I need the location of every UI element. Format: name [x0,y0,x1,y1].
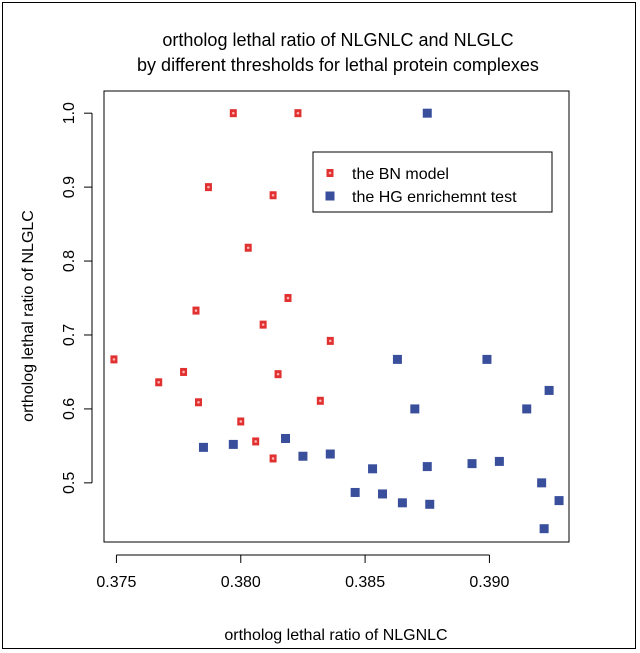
data-point-dot [261,323,265,326]
data-point-dot [296,111,300,115]
y-tick-label: 0.6 [61,398,78,420]
legend-marker-dot [328,171,332,175]
y-axis-label: ortholog lethal ratio of NLGLC [20,210,37,422]
y-tick-label: 0.9 [61,176,78,198]
data-point-dot [254,440,257,443]
series-bn-model [110,109,334,463]
data-point [298,451,308,461]
data-point [544,385,554,395]
data-point-dot [157,381,161,384]
data-point-dot [239,420,243,423]
data-point-dot [271,457,275,460]
chart-title-line-1: ortholog lethal ratio of NLGNLC and NLGL… [162,30,513,50]
data-points [110,108,564,534]
data-point [198,442,208,452]
series-hg-enrichment [198,108,564,534]
data-point [537,478,547,488]
data-point [397,498,407,508]
data-point [368,464,378,474]
data-point [392,354,402,364]
data-point [554,496,564,506]
data-point-dot [194,309,198,312]
data-point [522,404,532,414]
x-tick-label: 0.390 [469,574,509,591]
data-point [281,433,291,443]
data-point-dot [286,296,290,300]
data-point [539,524,549,534]
x-axis-label: ortholog lethal ratio of NLGNLC [224,627,447,644]
data-point [378,489,388,499]
x-tick-label: 0.380 [221,574,261,591]
y-tick-label: 0.5 [61,472,78,494]
data-point [422,462,432,472]
chart-title-line-2: by different thresholds for lethal prote… [137,55,539,75]
data-point [410,404,420,414]
x-tick-label: 0.385 [345,574,385,591]
data-point [325,449,335,459]
legend-label: the HG enrichemnt test [352,189,517,206]
y-tick-label: 0.8 [61,250,78,272]
legend-label: the BN model [352,166,449,183]
data-point-dot [182,370,185,374]
data-point [228,439,238,449]
data-point [482,354,492,364]
legend: the BN model the HG enrichemnt test [312,151,553,213]
data-point-dot [112,358,116,361]
data-point-dot [271,193,275,197]
data-point [467,459,477,469]
data-point [422,108,432,118]
y-tick-label: 1.0 [61,102,78,124]
data-point-dot [319,399,322,403]
plot-area [103,90,570,543]
data-point-dot [207,185,210,189]
data-point-dot [276,372,280,376]
legend-marker [325,191,335,201]
data-point-dot [232,111,235,115]
data-point [425,499,435,509]
y-axis: 0.5 0.6 0.7 0.8 0.9 1.0 [61,102,93,494]
data-point-dot [197,400,200,404]
y-tick-label: 0.7 [61,324,78,346]
x-axis: 0.375 0.380 0.385 0.390 [96,554,510,591]
data-point-dot [246,246,250,250]
data-point-dot [328,339,332,343]
data-point [494,456,504,466]
data-point [350,487,360,497]
legend-box [312,151,553,213]
x-tick-label: 0.375 [96,574,136,591]
